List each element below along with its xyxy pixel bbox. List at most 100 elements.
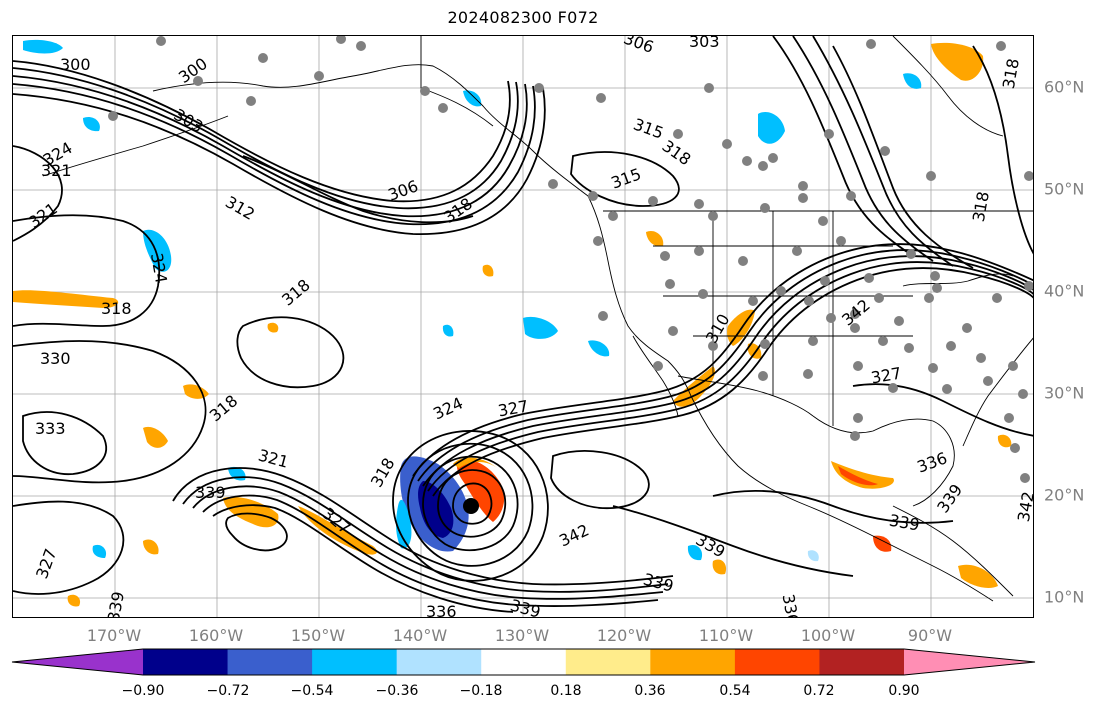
- lat-label: 40°N: [1044, 281, 1085, 301]
- station-dot: [926, 171, 936, 181]
- station-dot: [156, 36, 166, 46]
- station-dot: [853, 413, 863, 423]
- station-dot: [850, 323, 860, 333]
- positive-fill-patch: [183, 384, 209, 399]
- station-dot: [878, 336, 888, 346]
- negative-fill-patch: [442, 324, 454, 337]
- contour-line: [225, 512, 288, 552]
- us-east-coast: [962, 337, 1033, 447]
- colorbar-segment: [396, 649, 482, 675]
- contour-line: [172, 467, 674, 586]
- contour-label: 327: [869, 363, 902, 387]
- lon-label: 150°W: [290, 626, 346, 645]
- contour-label: 312: [222, 192, 258, 224]
- station-dot: [906, 249, 916, 259]
- lon-label: 110°W: [698, 626, 754, 645]
- positive-fill-patch: [267, 322, 279, 333]
- station-dot: [808, 336, 818, 346]
- positive-fill-patch: [997, 434, 1012, 448]
- lat-label: 60°N: [1044, 77, 1085, 97]
- contour-label: 339: [104, 590, 128, 618]
- contour-line: [550, 450, 650, 509]
- positive-fill-patch: [958, 564, 998, 589]
- colorbar-extend-max: [904, 649, 1035, 675]
- station-dot: [853, 361, 863, 371]
- station-dot: [836, 236, 846, 246]
- negative-fill-patch: [523, 316, 558, 339]
- contour-label: 336: [426, 602, 457, 618]
- station-dot: [1024, 171, 1033, 181]
- station-dot: [894, 316, 904, 326]
- station-dot: [668, 326, 678, 336]
- negative-fill-patch: [903, 73, 922, 89]
- station-dot: [608, 211, 618, 221]
- colorbar-tick: −0.90: [121, 683, 165, 699]
- station-dot: [694, 199, 704, 209]
- colorbar-tick: −0.54: [290, 683, 334, 699]
- contour-label: 339: [933, 481, 966, 517]
- contour-label: 315: [631, 114, 666, 142]
- baja-coast: [632, 335, 679, 417]
- station-dot: [704, 83, 714, 93]
- station-dot: [748, 296, 758, 306]
- contour-label: 321: [256, 445, 290, 471]
- station-dot: [864, 273, 874, 283]
- contour-line: [202, 494, 659, 607]
- station-dot: [932, 283, 942, 293]
- negative-fill-patch: [758, 111, 785, 144]
- contour-label: 330: [40, 349, 71, 368]
- contour-line: [452, 482, 493, 525]
- us-west-coast: [587, 195, 692, 397]
- contour-label: 339: [195, 483, 226, 502]
- contour-label: 318: [101, 299, 132, 318]
- negative-fill-patch: [463, 90, 482, 107]
- station-dot: [665, 279, 675, 289]
- station-dot: [314, 71, 324, 81]
- contour-line: [412, 243, 1033, 477]
- us-mexico-border: [677, 375, 814, 417]
- colorbar-segment: [734, 649, 820, 675]
- contour-label: 342: [556, 520, 592, 550]
- station-dot: [698, 289, 708, 299]
- colorbar-tick: 0.54: [719, 683, 751, 699]
- contour-label: 339: [888, 511, 921, 535]
- station-dot: [976, 353, 986, 363]
- lon-label: 120°W: [596, 626, 652, 645]
- station-dot: [356, 41, 366, 51]
- station-dot: [758, 371, 768, 381]
- colorbar-segment: [143, 649, 229, 675]
- contour-label: 333: [35, 419, 66, 438]
- negative-fill-patch: [807, 550, 819, 562]
- contour-label: 303: [689, 36, 720, 51]
- station-dot: [983, 376, 993, 386]
- contour-label: 318: [367, 455, 399, 491]
- station-dot: [888, 383, 898, 393]
- station-dot: [798, 181, 808, 191]
- contour-label: 336: [914, 448, 949, 476]
- positive-fill-patch: [482, 264, 494, 277]
- station-dot: [946, 341, 956, 351]
- map-title: 2024082300 F072: [447, 8, 599, 27]
- station-dot: [742, 156, 752, 166]
- station-dot: [996, 41, 1006, 51]
- station-dot: [534, 83, 544, 93]
- positive-fill-patch: [646, 230, 664, 247]
- station-dot: [708, 211, 718, 221]
- station-dot: [846, 191, 856, 201]
- negative-fill-patch: [588, 340, 610, 357]
- station-dot: [653, 361, 663, 371]
- station-dot: [108, 111, 118, 121]
- contour-label: 318: [969, 190, 993, 223]
- contour-line: [192, 485, 664, 600]
- cyclone-center-marker: [463, 498, 479, 514]
- positive-fill-cyclone-edge: [453, 457, 497, 468]
- contour-label: 339: [641, 569, 675, 595]
- colorbar-segment: [650, 649, 736, 675]
- station-dot: [596, 93, 606, 103]
- station-dot: [826, 313, 836, 323]
- lat-label: 50°N: [1044, 179, 1085, 199]
- station-dot: [648, 196, 658, 206]
- colorbar-segment: [565, 649, 651, 675]
- colorbar-tick: 0.90: [888, 683, 920, 699]
- station-dot: [866, 39, 876, 49]
